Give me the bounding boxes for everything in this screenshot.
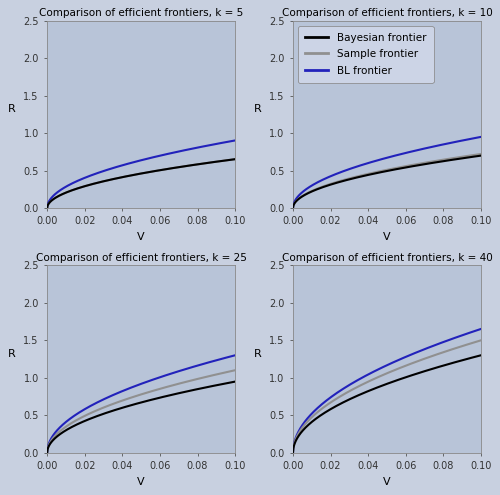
Title: Comparison of efficient frontiers, k = 40: Comparison of efficient frontiers, k = 4… [282,253,492,263]
X-axis label: V: V [383,232,391,242]
X-axis label: V: V [138,477,145,487]
X-axis label: V: V [383,477,391,487]
Y-axis label: R: R [254,349,262,359]
Title: Comparison of efficient frontiers, k = 10: Comparison of efficient frontiers, k = 1… [282,8,492,18]
Y-axis label: R: R [8,104,16,114]
Y-axis label: R: R [8,349,16,359]
Title: Comparison of efficient frontiers, k = 5: Comparison of efficient frontiers, k = 5 [39,8,244,18]
Y-axis label: R: R [254,104,262,114]
X-axis label: V: V [138,232,145,242]
Title: Comparison of efficient frontiers, k = 25: Comparison of efficient frontiers, k = 2… [36,253,246,263]
Legend: Bayesian frontier, Sample frontier, BL frontier: Bayesian frontier, Sample frontier, BL f… [298,26,434,83]
